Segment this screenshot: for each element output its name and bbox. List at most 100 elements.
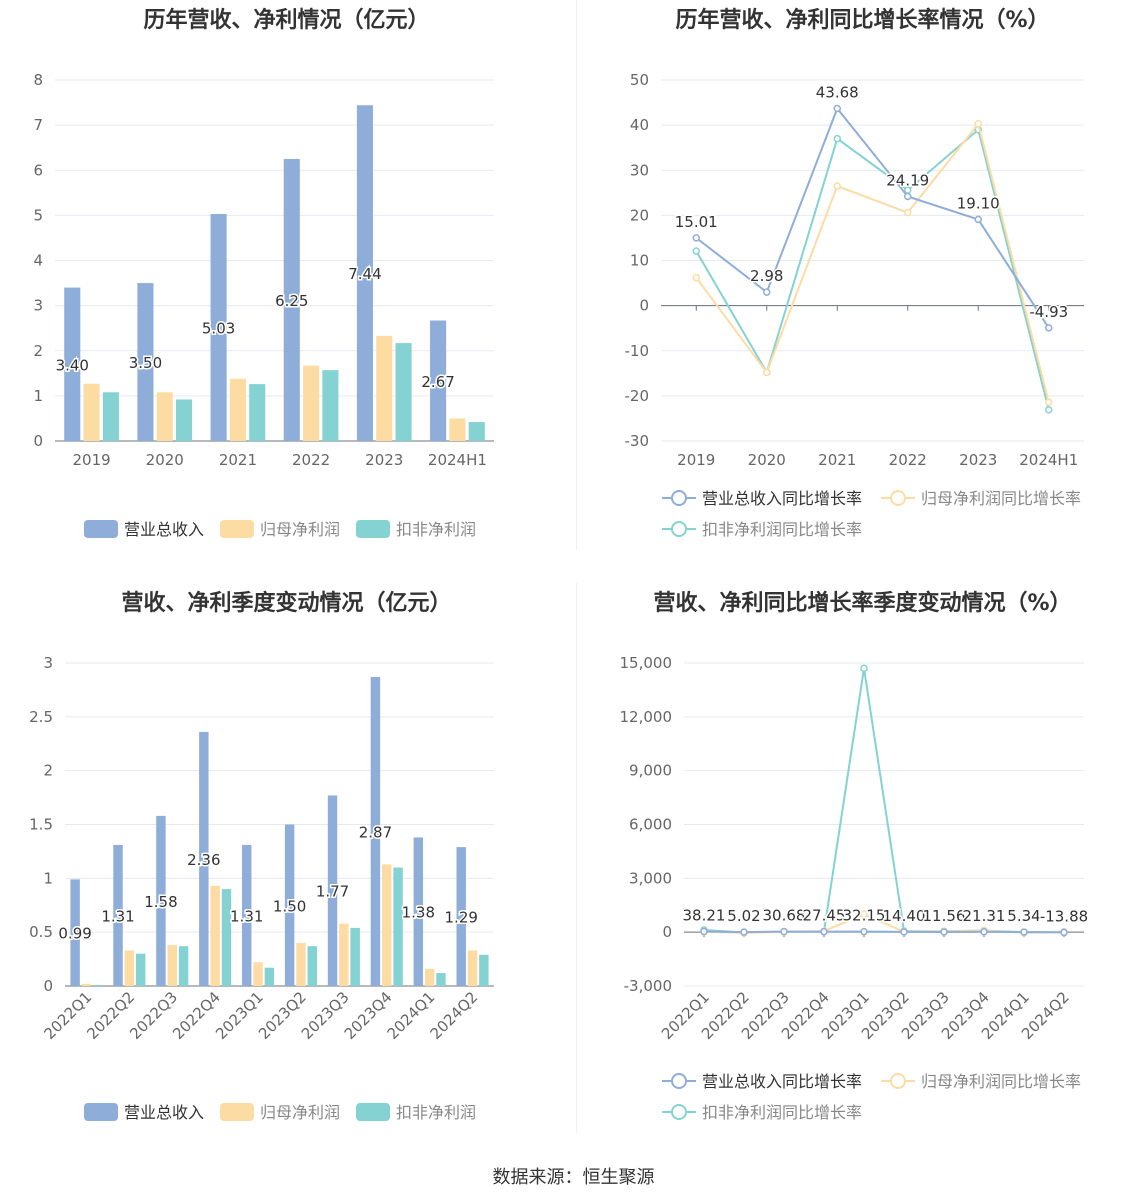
legend-swatch <box>84 1103 118 1121</box>
data-point <box>833 134 841 143</box>
y-tick-label: 0 <box>43 977 53 995</box>
quarterly-growth-rate-plot: -3,000 0 3,000 6,000 9,000 12,000 15,000 2022Q1… <box>620 654 1090 1122</box>
y-tick-label: -30 <box>625 432 650 450</box>
series-3 <box>692 125 1053 414</box>
data-label: 32.15 <box>843 907 886 925</box>
y-tick-label: 9,000 <box>629 762 672 780</box>
data-label: 27.45 <box>803 907 846 925</box>
legend-item: 扣非净利润 <box>356 1103 476 1122</box>
quarterly-revenue-profit-plot: 0 0.5 1 1.5 2 2.5 3 2022Q12022Q22022Q32022Q4202… <box>29 654 494 1122</box>
bar <box>395 343 412 441</box>
bar <box>430 320 447 441</box>
legend-swatch-marker <box>671 521 687 537</box>
data-point <box>940 928 948 936</box>
x-tick-label: 2019 <box>72 451 110 469</box>
y-tick-label: 0 <box>33 432 43 450</box>
bar <box>113 844 123 986</box>
legend-swatch <box>220 520 254 538</box>
data-point <box>904 192 912 201</box>
data-point <box>1045 324 1053 332</box>
x-tick-label: 2023 <box>365 451 403 469</box>
y-tick-label: 12,000 <box>620 708 673 726</box>
legend-label: 扣非净利润 <box>396 1103 476 1122</box>
series-line <box>703 930 1065 934</box>
x-tick-label: 2022 <box>889 451 927 469</box>
x-tick-label: 2020 <box>748 451 786 469</box>
legend-swatch <box>84 520 118 538</box>
legend-label: 扣非净利润 <box>396 520 476 539</box>
y-tick-label: 5 <box>33 206 43 224</box>
bar <box>167 945 177 986</box>
y-tick-label: 30 <box>630 161 649 179</box>
bar <box>284 824 295 986</box>
series-3 <box>102 343 485 441</box>
y-tick-label: 20 <box>630 206 649 224</box>
data-label: 1.29 <box>445 909 478 927</box>
bar <box>436 973 446 986</box>
bar <box>283 158 300 441</box>
x-axis: 2022Q12022Q22022Q32022Q42023Q12023Q22023… <box>658 932 1073 1043</box>
data-label: 43.68 <box>816 84 859 102</box>
bar <box>393 867 403 986</box>
data-label: 2.98 <box>750 267 783 285</box>
legend-swatch-marker <box>890 1073 906 1089</box>
data-source-note: 数据来源：恒生聚源 <box>492 1167 655 1188</box>
y-tick-label: 0 <box>662 923 672 941</box>
y-tick-label: 1.5 <box>29 816 53 834</box>
y-tick-label: 6,000 <box>629 816 672 834</box>
legend-item: 营业总收入同比增长率 <box>662 489 862 508</box>
legend-swatch-marker <box>671 1104 687 1120</box>
series-3 <box>700 664 1068 937</box>
data-label: 6.25 <box>275 292 308 310</box>
y-tick-label: 0 <box>639 297 649 315</box>
series-group: 3.40 3.50 5.03 6.25 7.44 2.67 <box>54 105 485 442</box>
panel-divider-bottom <box>576 583 577 1133</box>
x-axis: 2019 2020 2021 2022 2023 2024H1 <box>677 305 1078 469</box>
bar <box>124 950 135 986</box>
legend-label: 归母净利润同比增长率 <box>921 489 1081 508</box>
data-label: 2.87 <box>359 823 392 841</box>
bar <box>322 370 339 441</box>
data-label: 5.34 <box>1007 907 1040 925</box>
y-tick-label: -10 <box>625 342 650 360</box>
bar <box>253 962 263 986</box>
data-point <box>1020 928 1028 936</box>
bar <box>303 365 320 441</box>
data-point <box>974 215 982 224</box>
bar <box>242 844 252 986</box>
y-tick-label: 3 <box>33 297 43 315</box>
legend-item: 归母净利润同比增长率 <box>881 489 1081 508</box>
y-axis: -3,000 0 3,000 6,000 9,000 12,000 15,000 <box>620 654 673 995</box>
bar <box>468 422 485 441</box>
series-1 <box>700 927 1068 937</box>
data-point <box>860 927 868 936</box>
legend-label: 营业总收入同比增长率 <box>702 489 862 508</box>
legend: 营业总收入 归母净利润 扣非净利润 <box>84 520 476 539</box>
y-tick-label: 8 <box>33 71 43 89</box>
data-label: 1.38 <box>402 904 435 922</box>
bar <box>376 335 393 441</box>
data-label: -13.88 <box>1040 907 1088 925</box>
legend-item: 归母净利润同比增长率 <box>881 1072 1081 1091</box>
y-tick-label: 1 <box>33 387 43 405</box>
x-tick-label: 2020 <box>146 451 184 469</box>
y-tick-label: 2.5 <box>29 708 53 726</box>
legend-label: 归母净利润同比增长率 <box>921 1072 1081 1091</box>
data-label: -4.93 <box>1029 303 1068 321</box>
x-tick-label: 2024Q2 <box>427 988 482 1043</box>
series-line <box>695 127 1050 411</box>
legend-label: 营业总收入 <box>124 520 204 539</box>
chart-title: 历年营收、净利同比增长率情况（%） <box>675 8 1050 33</box>
data-label: 1.77 <box>316 883 349 901</box>
legend-label: 营业总收入同比增长率 <box>702 1072 862 1091</box>
y-axis: -30 -20 -10 0 10 20 30 40 50 <box>625 71 650 450</box>
data-point <box>692 273 700 282</box>
x-tick-label: 2024H1 <box>1019 451 1078 469</box>
y-tick-label: 1 <box>43 869 53 887</box>
bar <box>479 954 489 986</box>
data-label: 19.10 <box>957 194 1000 212</box>
legend-label: 归母净利润 <box>260 1103 340 1122</box>
